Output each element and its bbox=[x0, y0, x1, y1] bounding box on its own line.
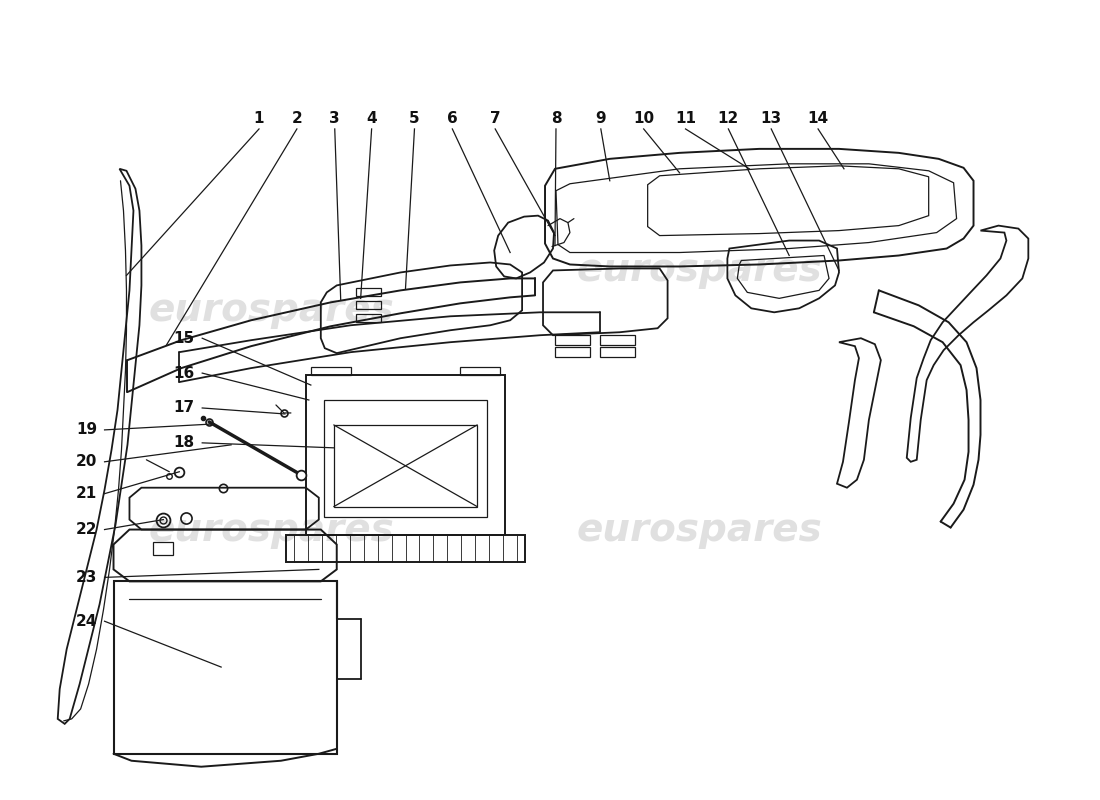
Text: eurospares: eurospares bbox=[148, 291, 394, 330]
Text: 19: 19 bbox=[76, 422, 97, 438]
Text: 1: 1 bbox=[254, 111, 264, 126]
Text: 24: 24 bbox=[76, 614, 97, 629]
Text: 15: 15 bbox=[174, 330, 195, 346]
Text: 11: 11 bbox=[675, 111, 696, 126]
Text: 12: 12 bbox=[718, 111, 739, 126]
Text: 16: 16 bbox=[174, 366, 195, 381]
Text: 20: 20 bbox=[76, 454, 97, 470]
Text: 10: 10 bbox=[634, 111, 654, 126]
Text: 17: 17 bbox=[174, 401, 195, 415]
Text: 14: 14 bbox=[807, 111, 828, 126]
Text: 5: 5 bbox=[409, 111, 420, 126]
Text: 23: 23 bbox=[76, 570, 97, 585]
Text: 6: 6 bbox=[447, 111, 458, 126]
Text: 21: 21 bbox=[76, 486, 97, 501]
Text: 13: 13 bbox=[761, 111, 782, 126]
Text: 2: 2 bbox=[292, 111, 302, 126]
Text: 4: 4 bbox=[366, 111, 377, 126]
Text: 8: 8 bbox=[551, 111, 561, 126]
Text: eurospares: eurospares bbox=[576, 510, 823, 549]
Text: eurospares: eurospares bbox=[576, 251, 823, 290]
Text: 7: 7 bbox=[490, 111, 500, 126]
Text: 9: 9 bbox=[595, 111, 606, 126]
Text: 22: 22 bbox=[76, 522, 98, 537]
Text: 18: 18 bbox=[174, 435, 195, 450]
Text: eurospares: eurospares bbox=[148, 510, 394, 549]
Text: 3: 3 bbox=[329, 111, 340, 126]
